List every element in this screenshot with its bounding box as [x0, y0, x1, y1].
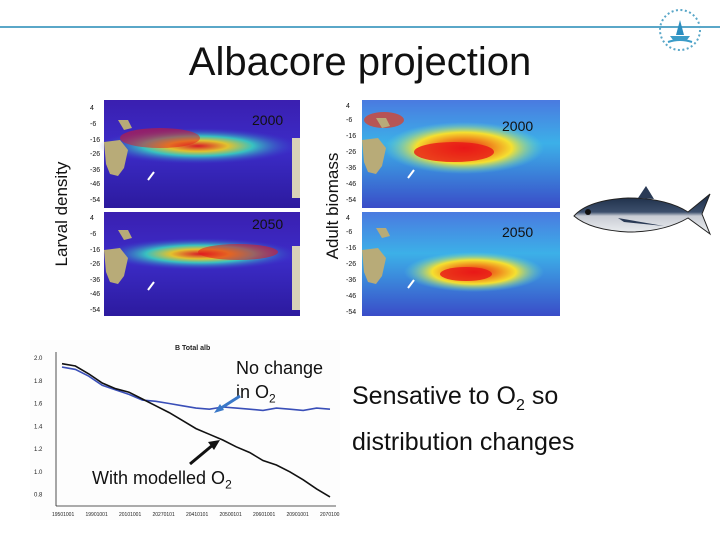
larval-map-2050: 4 -6 -16 -26 -36 -46 -54 [90, 212, 300, 316]
lat-tick: -54 [346, 197, 356, 204]
adult-2000-year: 2000 [502, 118, 534, 134]
page-title: Albacore projection [188, 40, 532, 84]
lat-tick: -46 [90, 181, 100, 188]
series-line [61, 362, 331, 498]
chart-title: B Total alb [175, 345, 210, 352]
lat-axis: 4 -6 -16 -26 -36 -46 -54 [346, 103, 356, 204]
series-line [61, 366, 331, 412]
y-tick-label: 1.0 [34, 470, 43, 476]
biomass-line-chart: B Total alb 2.0 1.8 1.6 1.4 1.2 1.0 0.8 195010… [30, 340, 340, 520]
sensitivity-suffix: so [524, 382, 559, 410]
x-ticks: 19501001 19901001 20101001 20270101 20410101… [52, 512, 340, 518]
lat-tick: -16 [90, 137, 100, 144]
lat-tick: -36 [90, 167, 100, 174]
lat-tick: -46 [346, 181, 356, 188]
lat-axis: 4 -6 -16 -26 -36 -46 -54 [90, 105, 100, 204]
lat-tick: -36 [346, 165, 356, 172]
lat-tick: -16 [90, 247, 100, 254]
y-tick-label: 1.6 [34, 402, 43, 408]
y-tick-label: 1.2 [34, 447, 43, 453]
o2-subscript: 2 [515, 397, 525, 414]
logo-icon [659, 9, 701, 51]
no-change-line2: in O [236, 382, 270, 402]
lat-tick: -6 [346, 229, 352, 236]
y-tick-label: 1.8 [34, 379, 43, 385]
lat-tick: 4 [90, 215, 94, 222]
lat-tick: -36 [90, 277, 100, 284]
modelled-text: With modelled O [92, 468, 226, 488]
sensitivity-line2: distribution changes [352, 428, 575, 456]
lat-tick: -36 [346, 277, 356, 284]
albacore-tuna-image [573, 186, 712, 236]
lat-tick: -46 [90, 291, 100, 298]
lat-tick: -6 [90, 121, 96, 128]
larval-map-2000: 4 -6 -16 -26 -36 -46 -54 [90, 100, 300, 208]
x-tick-label: 19501001 [52, 512, 74, 518]
lat-tick: -16 [346, 245, 356, 252]
lat-tick: -26 [90, 261, 100, 268]
lat-tick: 4 [346, 215, 350, 222]
lat-tick: -6 [90, 231, 96, 238]
larval-2050-year: 2050 [252, 216, 284, 232]
larval-2000-year: 2000 [252, 112, 284, 128]
sensitivity-statement: Sensative to O2 so distribution changes [352, 378, 574, 460]
series-lines [61, 362, 331, 498]
x-tick-label: 20101001 [119, 512, 141, 518]
lat-axis: 4 -6 -16 -26 -36 -46 -54 [90, 215, 100, 314]
y-tick-label: 2.0 [34, 356, 43, 362]
lat-tick: -54 [346, 309, 356, 316]
lat-tick: -54 [90, 197, 100, 204]
x-tick-label: 20901001 [287, 512, 309, 518]
y-tick-label: 0.8 [34, 493, 43, 499]
lat-tick: 4 [346, 103, 350, 110]
o2-subscript: 2 [225, 477, 232, 492]
adult-biomass-label: Adult biomass [323, 152, 342, 260]
lat-tick: -26 [346, 149, 356, 156]
sensitivity-prefix: Sensative to O [352, 382, 516, 410]
x-tick-label: 20410101 [186, 512, 208, 518]
lat-tick: -26 [90, 151, 100, 158]
lat-tick: -54 [90, 307, 100, 314]
larval-density-label: Larval density [52, 161, 71, 267]
header-rule [0, 26, 720, 28]
x-tick-label: 19901001 [86, 512, 108, 518]
y-tick-label: 1.4 [34, 424, 43, 430]
modelled-annotation: With modelled O2 [92, 466, 232, 497]
lat-tick: 4 [90, 105, 94, 112]
x-tick-label: 20270101 [153, 512, 175, 518]
y-ticks: 2.0 1.8 1.6 1.4 1.2 1.0 0.8 [34, 356, 43, 499]
adult-map-2050: 4 -6 -16 -26 -36 -46 -54 [346, 212, 560, 316]
modelled-arrow-icon [189, 440, 220, 466]
adult-map-2000: 4 -6 -16 -26 -36 -46 -54 [346, 100, 560, 208]
no-change-annotation: No change in O2 [236, 356, 323, 411]
lat-axis: 4 -6 -16 -26 -36 -46 -54 [346, 215, 356, 316]
lat-tick: -26 [346, 261, 356, 268]
x-tick-label: 20500101 [220, 512, 242, 518]
o2-subscript: 2 [269, 391, 276, 406]
adult-2050-year: 2050 [502, 224, 534, 240]
x-tick-label: 20601001 [253, 512, 275, 518]
no-change-line1: No change [236, 358, 324, 378]
no-change-arrow-icon [214, 394, 241, 413]
lat-tick: -46 [346, 293, 356, 300]
lat-tick: -6 [346, 117, 352, 124]
lat-tick: -16 [346, 133, 356, 140]
x-tick-label: 20701001 [320, 512, 340, 518]
